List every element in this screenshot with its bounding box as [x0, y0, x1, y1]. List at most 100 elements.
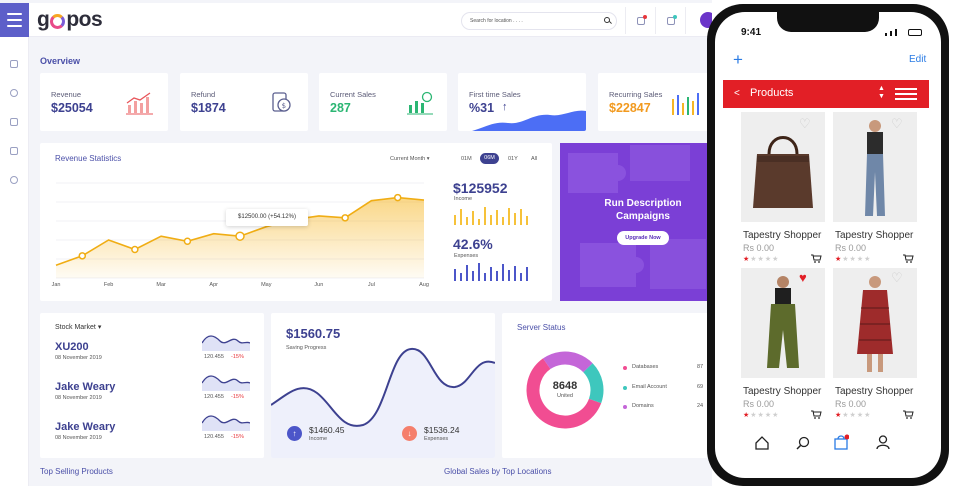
kpi-label: Revenue	[51, 90, 82, 99]
favorite-heart-icon[interactable]: ♥	[799, 270, 807, 285]
revenue-statistics-card: Revenue Statistics Current Month ▾ 01M 0…	[40, 143, 552, 301]
phone-screen: 9:41 + Edit < Products ▲ ▼	[715, 12, 941, 478]
kpi-card-refund[interactable]: Refund $1874 $	[180, 73, 308, 131]
product-image-plaid-dress[interactable]	[833, 268, 917, 378]
first-time-sales-wave	[472, 110, 586, 131]
notification-icon[interactable]	[637, 15, 647, 25]
kpi-value: $22847	[609, 101, 651, 115]
product-image-harem-pants[interactable]	[741, 268, 825, 378]
chevron-down-icon: ▾	[426, 156, 430, 162]
product-name[interactable]: Tapestry Shopper	[743, 230, 822, 241]
stock-sparkline	[202, 335, 250, 351]
sales-chart-icon	[407, 91, 433, 115]
revenue-point[interactable]	[393, 193, 402, 202]
range-01m[interactable]: 01M	[461, 156, 472, 162]
growth-chart-icon	[126, 92, 153, 115]
donut-center-label: United	[557, 393, 573, 399]
add-to-cart-icon[interactable]	[811, 410, 822, 419]
product-name[interactable]: Tapestry Shopper	[835, 386, 914, 397]
brand-logo[interactable]: g pos	[37, 8, 103, 31]
top-bar: g pos Search for location . . . .	[29, 3, 712, 37]
revenue-point[interactable]	[341, 214, 349, 222]
message-icon[interactable]	[667, 15, 677, 25]
saving-expenses-value: $1536.24	[424, 425, 460, 435]
revenue-point[interactable]	[78, 252, 87, 260]
sort-icon[interactable]: ▲ ▼	[878, 85, 885, 100]
favorite-heart-icon[interactable]: ♡	[891, 116, 903, 131]
add-to-cart-icon[interactable]	[903, 254, 914, 263]
stock-name: XU200	[55, 341, 89, 353]
dashboard: g pos Search for location . . . . Overvie…	[0, 0, 712, 486]
sidebar-settings-icon[interactable]	[10, 176, 18, 184]
global-sales-title: Global Sales by Top Locations	[444, 467, 552, 476]
product-rating: ★★★★★	[835, 412, 872, 419]
period-dropdown[interactable]: Current Month ▾	[390, 156, 430, 162]
range-all[interactable]: All	[531, 156, 538, 162]
product-name[interactable]: Tapestry Shopper	[835, 230, 914, 241]
revenue-point[interactable]	[131, 245, 139, 254]
home-icon[interactable]	[755, 436, 769, 450]
add-to-cart-icon[interactable]	[903, 410, 914, 419]
menu-toggle-button[interactable]	[0, 3, 29, 37]
stock-change: -15%	[231, 394, 244, 400]
refund-icon: $	[272, 92, 291, 112]
server-donut-chart	[526, 351, 604, 429]
legend-value: 87	[697, 364, 704, 370]
profile-icon[interactable]	[876, 435, 890, 450]
kpi-card-current-sales[interactable]: Current Sales 287	[319, 73, 447, 131]
kpi-value: %31	[469, 101, 495, 115]
x-tick-label: May	[261, 282, 272, 288]
kpi-card-revenue[interactable]: Revenue $25054	[40, 73, 168, 131]
product-name[interactable]: Tapestry Shopper	[743, 386, 822, 397]
search-input[interactable]: Search for location . . . .	[461, 12, 617, 30]
back-button[interactable]: <	[734, 88, 740, 99]
stock-price: 120.455	[204, 394, 224, 400]
filter-menu-icon[interactable]	[895, 88, 917, 100]
range-01y[interactable]: 01Y	[508, 156, 518, 162]
sidebar-layers-icon[interactable]	[10, 147, 18, 155]
revenue-point[interactable]	[235, 231, 245, 241]
expenses-value: 42.6%	[453, 236, 493, 252]
product-rating: ★★★★★	[743, 256, 780, 263]
saving-label: Saving Progress	[286, 345, 327, 351]
stock-market-title[interactable]: Stock Market ▾	[55, 324, 102, 331]
favorite-heart-icon[interactable]: ♡	[891, 270, 903, 285]
add-to-cart-icon[interactable]	[811, 254, 822, 263]
stock-price: 120.455	[204, 434, 224, 440]
edit-button[interactable]: Edit	[909, 54, 927, 65]
favorite-heart-icon[interactable]: ♡	[799, 116, 811, 131]
product-image-jeans[interactable]	[833, 112, 917, 222]
search-icon[interactable]	[796, 436, 810, 450]
battery-icon	[908, 29, 922, 36]
overview-title: Overview	[40, 56, 81, 66]
income-mini-bars	[454, 207, 528, 225]
stock-sparkline	[202, 415, 250, 431]
sidebar-user-icon[interactable]	[10, 89, 18, 97]
kpi-card-recurring-sales[interactable]: Recurring Sales $22847	[598, 73, 712, 131]
status-icons	[885, 29, 922, 36]
kpi-label: Refund	[191, 90, 216, 99]
product-price: Rs 0.00	[835, 399, 867, 409]
search-icon[interactable]	[604, 17, 610, 23]
stock-date: 08 November 2019	[55, 355, 102, 361]
chevron-down-icon: ▾	[97, 324, 102, 331]
x-tick-label: Aug	[419, 282, 429, 288]
svg-text:$: $	[282, 102, 286, 110]
sidebar-dashboard-icon[interactable]	[10, 60, 18, 68]
shopping-bag-icon[interactable]	[833, 434, 849, 450]
user-avatar[interactable]	[700, 12, 712, 28]
kpi-card-first-time-sales[interactable]: First time Sales %31 ↑	[458, 73, 586, 131]
stock-name: Jake Weary	[55, 381, 116, 393]
product-rating: ★★★★★	[743, 412, 780, 419]
sidebar-document-icon[interactable]	[10, 118, 18, 126]
puzzle-background	[568, 145, 706, 289]
phone-mockup: 9:41 + Edit < Products ▲ ▼	[707, 4, 949, 486]
product-image-handbag[interactable]	[741, 112, 825, 222]
handbag-image	[753, 136, 813, 208]
revenue-point[interactable]	[183, 237, 192, 246]
server-status-card: Server Status 8648 United Databases 87 E…	[502, 313, 712, 458]
upgrade-now-button[interactable]: Upgrade Now	[617, 231, 669, 245]
add-button[interactable]: +	[733, 50, 743, 69]
phone-notch	[777, 12, 879, 32]
range-06m[interactable]: 06M	[480, 153, 499, 164]
